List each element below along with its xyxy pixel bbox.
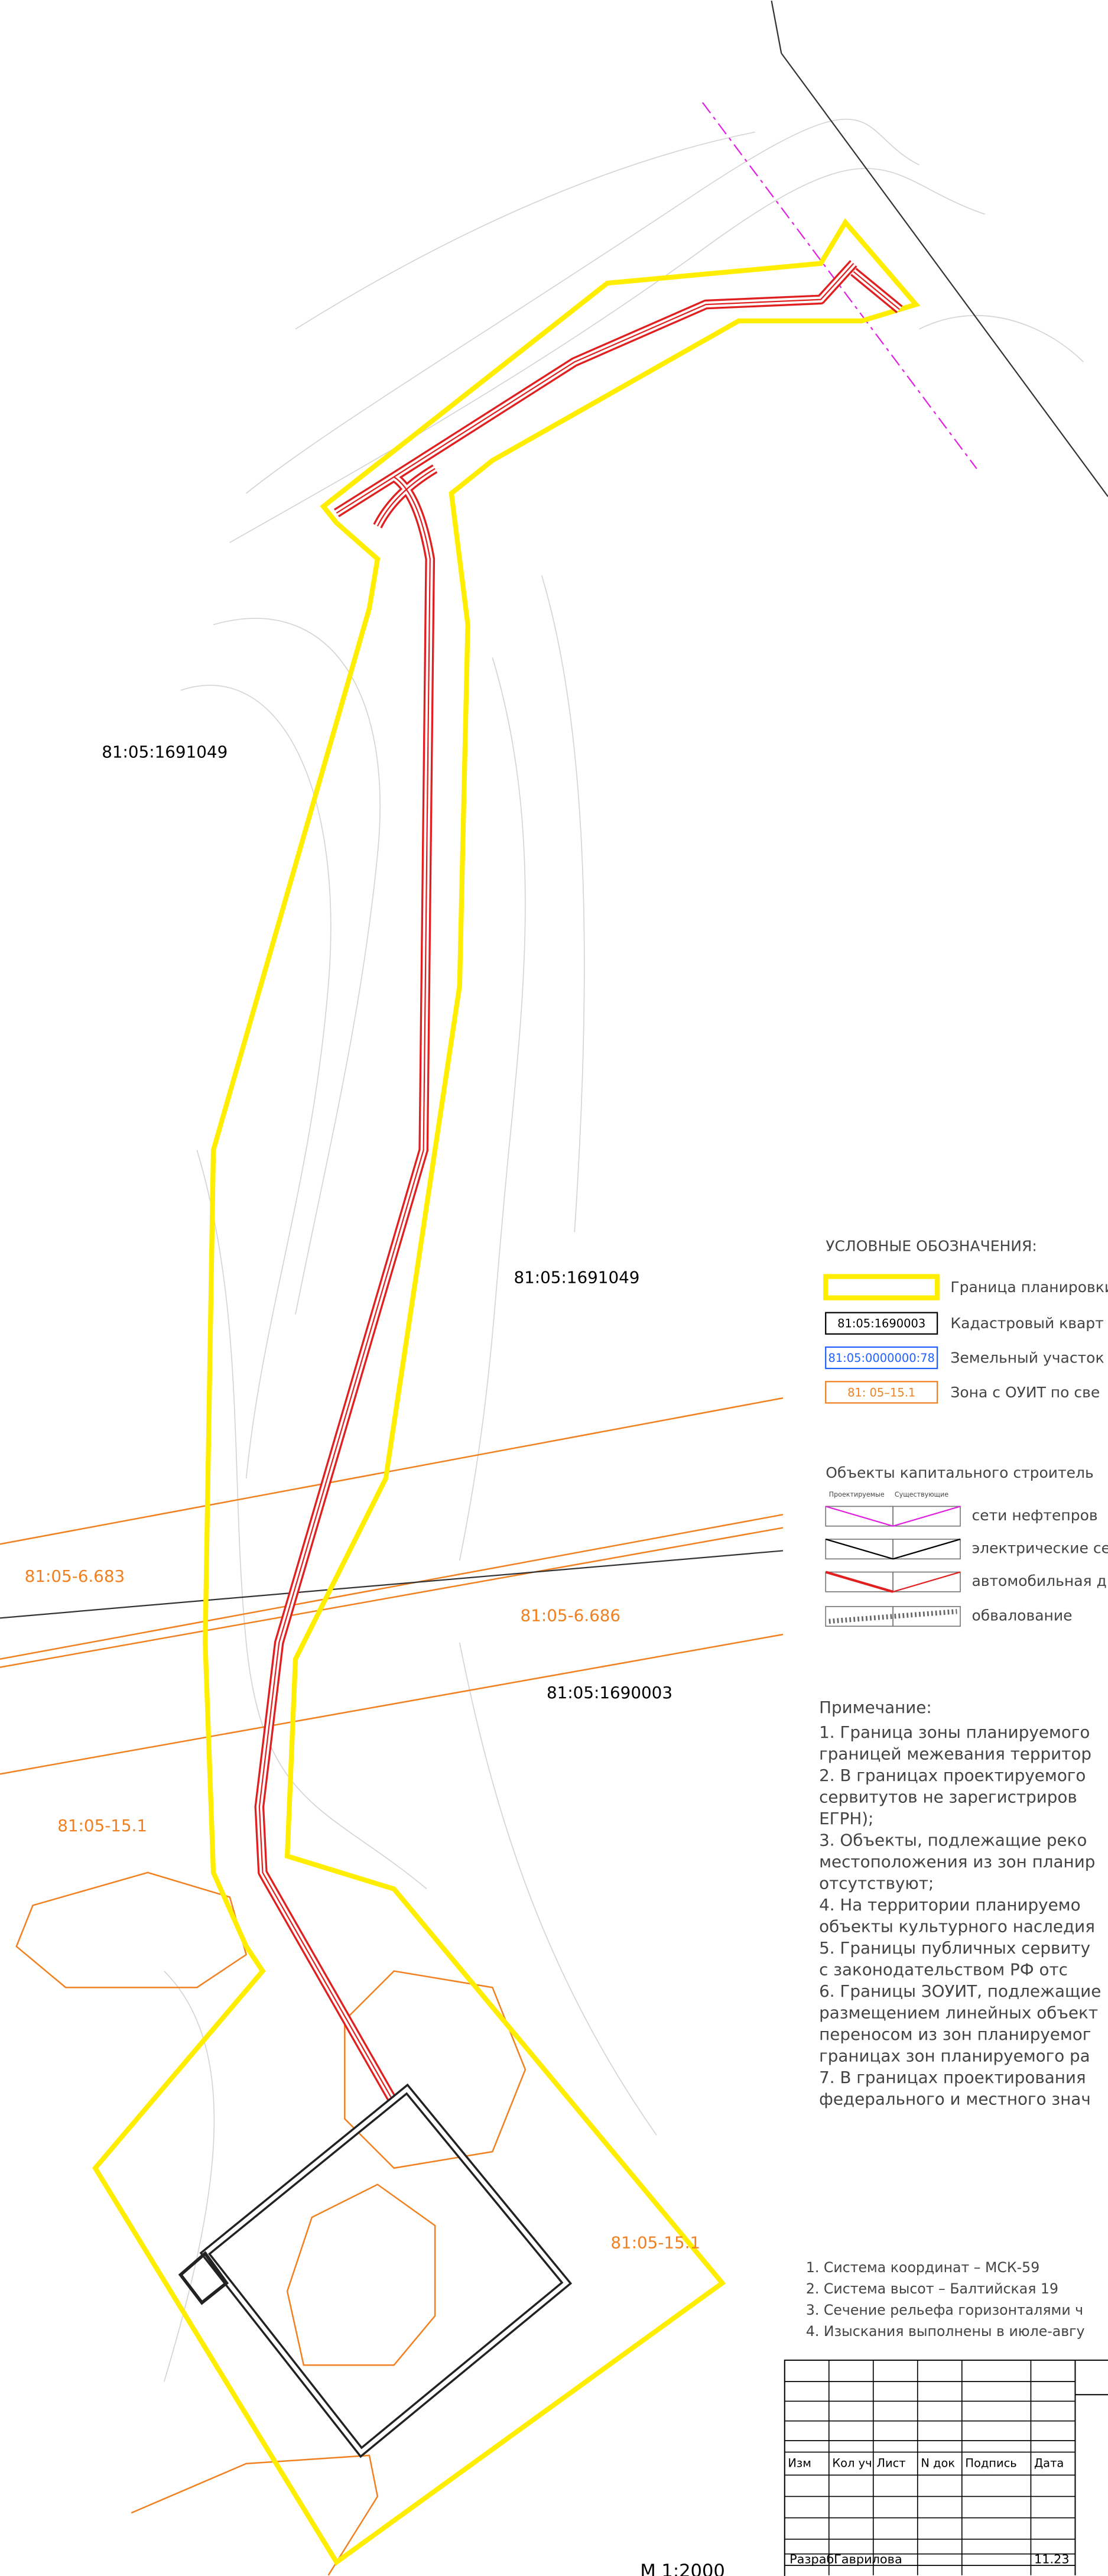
title-block-cell: 11.23 (1034, 2552, 1070, 2566)
title-block-cell: Разраб. (789, 2552, 838, 2566)
legend-sample-text: 81:05:1690003 (837, 1317, 925, 1331)
map: 81:05:1691049 81:05:1691049 81:05:1690003 8… (0, 0, 1108, 2576)
legend-sample-text: 81: 05–15.1 (847, 1386, 915, 1399)
boundary-line (781, 53, 1108, 497)
note-line: границах зон планируемого ра (819, 2046, 1090, 2066)
note-line: границей межевания территор (819, 1744, 1091, 1763)
legend-column-header: Существующие (895, 1491, 948, 1498)
legend-line (826, 1572, 893, 1592)
legend-label: Кадастровый кварт (950, 1315, 1103, 1332)
note-line: 2. В границах проектируемого (819, 1766, 1086, 1785)
legend-label: Зона с ОУИТ по све (950, 1384, 1100, 1401)
legend-line (826, 1506, 893, 1526)
parcel-label: 81:05:1691049 (514, 1267, 639, 1287)
zone-label: 81:05-15.1 (610, 2233, 700, 2253)
title-block-header: Подпись (965, 2456, 1016, 2470)
survey-note: 3. Сечение рельефа горизонталями ч (806, 2302, 1083, 2318)
legend-section-title: Объекты капитального строитель (826, 1464, 1094, 1481)
note-line: сервитутов не зарегистриров (819, 1787, 1077, 1806)
zone-label: 81:05-6.686 (521, 1606, 621, 1626)
legend-object-label: электрические се (971, 1540, 1108, 1557)
title-block-header: N док (921, 2456, 955, 2470)
title-block-cell: Гаврилова (834, 2552, 902, 2566)
legend-line (826, 1539, 893, 1559)
note-line: переносом из зон планируемог (819, 2025, 1091, 2044)
legend-object-label: обвалование (971, 1607, 1072, 1624)
note-line: размещением линейных объект (819, 2003, 1098, 2023)
note-line: 1. Граница зоны планируемого (819, 1722, 1090, 1742)
legend-line (893, 1572, 960, 1592)
legend-sample-text: 81:05:0000000:78 (828, 1351, 934, 1365)
survey-note: 4. Изыскания выполнены в июле-авгу (806, 2323, 1085, 2340)
zone-label: 81:05-15.1 (57, 1816, 147, 1835)
zone-label: 81:05-6.683 (25, 1566, 125, 1586)
legend-sample (826, 1277, 937, 1298)
note-line: федерального и местного знач (819, 2090, 1091, 2109)
note-line: 3. Объекты, подлежащие реко (819, 1830, 1087, 1850)
legend-column-header: Проектируемые (829, 1491, 885, 1498)
title-block-header: Лист (876, 2456, 905, 2470)
title-block-header: Кол уч (832, 2456, 872, 2470)
note-line: 6. Границы ЗОУИТ, подлежащие (819, 1981, 1101, 2001)
note-line: 4. На территории планируемо (819, 1895, 1080, 1915)
boundary-line (772, 1, 782, 53)
legend-object-label: автомобильная д (971, 1572, 1106, 1589)
survey-note: 2. Система высот – Балтийская 19 (806, 2280, 1058, 2297)
legend-object-label: сети нефтепров (971, 1507, 1097, 1524)
survey-note: 1. Система координат – МСК-59 (806, 2259, 1039, 2276)
scale-label: М 1:2000 (640, 2561, 725, 2576)
note-line: местоположения из зон планир (819, 1852, 1095, 1871)
legend-label: Граница планировки (950, 1279, 1108, 1296)
notes-title: Примечание: (819, 1698, 932, 1717)
note-line: 5. Границы публичных сервиту (819, 1938, 1090, 1958)
title-block-header: Дата (1034, 2456, 1064, 2470)
legend-line (893, 1539, 960, 1559)
legend-line (893, 1506, 960, 1526)
legend-title: УСЛОВНЫЕ ОБОЗНАЧЕНИЯ: (826, 1238, 1037, 1255)
note-line: объекты культурного наследия (819, 1917, 1095, 1936)
title-block-header: Изм (788, 2456, 811, 2470)
note-line: 7. В границах проектирования (819, 2068, 1086, 2087)
legend-label: Земельный участок (950, 1349, 1104, 1366)
note-line: с законодательством РФ отс (819, 1960, 1068, 1980)
parcel-label: 81:05:1690003 (547, 1683, 672, 1702)
parcel-label: 81:05:1691049 (102, 742, 228, 761)
note-line: ЕГРН); (819, 1809, 873, 1828)
note-line: отсутствуют; (819, 1873, 934, 1893)
